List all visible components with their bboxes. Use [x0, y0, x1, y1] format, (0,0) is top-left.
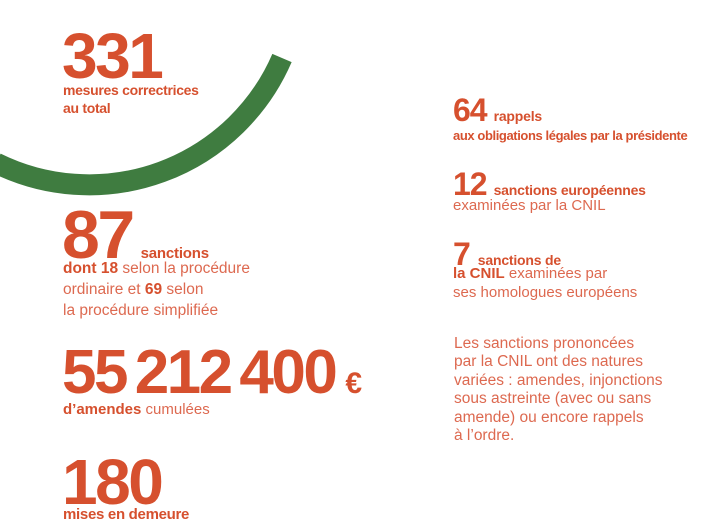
cnil-sanctions-line3: ses homologues européens	[453, 284, 638, 301]
rappels-number: 64	[453, 92, 488, 128]
fines-label: d’amendes cumulées	[63, 401, 210, 418]
stat-eu-sanctions: 12 sanctions européennes	[453, 168, 646, 200]
sanctions-detail-line1: dont 18 selon la procédure	[63, 260, 250, 277]
eu-sanctions-line2: examinées par la CNIL	[453, 197, 606, 214]
euro-sign: €	[345, 367, 362, 400]
cnil-sanctions-lines: la CNIL examinées par ses homologues eur…	[453, 264, 637, 302]
paragraph-line: sous astreinte (avec ou sans	[454, 390, 652, 408]
total-measures-label-line2: au total	[63, 100, 111, 116]
eu-sanctions-number: 12	[453, 166, 488, 202]
stat-fines: 55 212 400 €	[62, 342, 362, 404]
sanctions-suffix: sanctions	[140, 245, 209, 262]
sanctions-detail-line3: la procédure simplifiée	[63, 302, 219, 319]
cnil-sanctions-suffix: sanctions de	[477, 252, 561, 268]
stat-total-measures: 331	[62, 20, 164, 92]
stat-cnil-sanctions-reviewed: 7 sanctions de	[453, 238, 561, 270]
cnil-sanctions-number: 7	[453, 236, 471, 272]
paragraph-line: à l’ordre.	[454, 427, 515, 445]
rappels-line2: aux obligations légales par la président…	[453, 128, 688, 143]
stat-sanctions: 87 sanctions	[62, 201, 209, 269]
rappels-suffix: rappels	[493, 108, 543, 124]
paragraph-line: variées : amendes, injonctions	[454, 371, 663, 389]
paragraph-line: par la CNIL ont des natures	[454, 353, 643, 371]
stat-rappels: 64 rappels	[453, 94, 542, 126]
cnil-sanctions-line2: la CNIL examinées par	[453, 265, 608, 282]
total-measures-number: 331	[62, 20, 164, 92]
stat-formal-notices: 180	[62, 446, 164, 518]
paragraph-line: Les sanctions prononcées	[454, 335, 635, 352]
formal-notices-label: mises en demeure	[63, 506, 190, 523]
fines-number: 55 212 400	[62, 338, 338, 407]
sanctions-number: 87	[62, 197, 135, 273]
sanctions-detail-line2: ordinaire et 69 selon	[63, 281, 204, 298]
sanctions-nature-paragraph: Les sanctions prononcées par la CNIL ont…	[454, 335, 663, 445]
sanctions-detail: dont 18 selon la procédure ordinaire et …	[63, 258, 250, 321]
total-measures-label-line1: mesures correctrices	[63, 82, 199, 98]
formal-notices-number: 180	[62, 446, 164, 518]
eu-sanctions-suffix: sanctions européennes	[493, 182, 646, 198]
paragraph-line: amende) ou encore rappels	[454, 408, 644, 426]
